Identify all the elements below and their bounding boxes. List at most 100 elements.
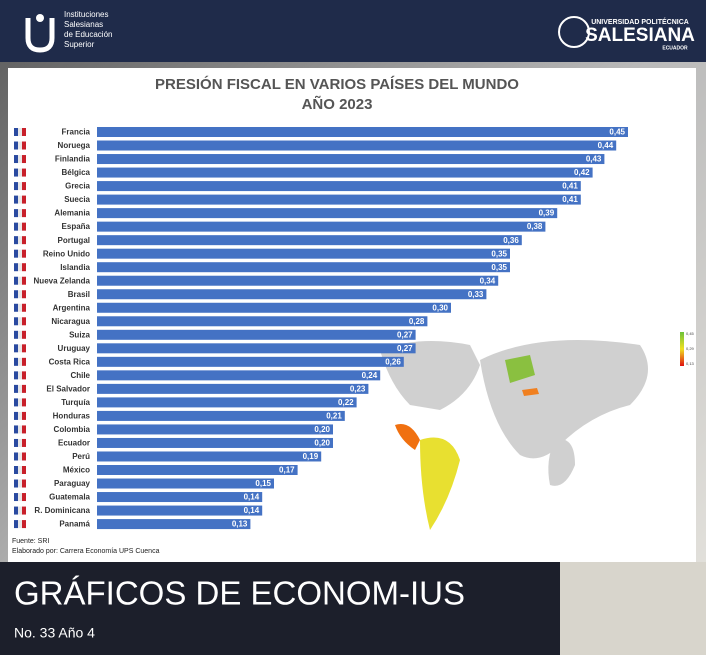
- value-label: 0,39: [539, 209, 555, 218]
- value-label: 0,30: [432, 303, 448, 312]
- flag: [14, 520, 26, 529]
- map-legend-label: 0,45: [686, 331, 695, 336]
- category-label: Suecia: [64, 195, 90, 204]
- value-label: 0,21: [326, 412, 342, 421]
- value-label: 0,33: [468, 290, 484, 299]
- flag: [14, 398, 26, 407]
- flag: [14, 141, 26, 150]
- flag: [14, 493, 26, 502]
- flag: [14, 168, 26, 177]
- flag: [14, 236, 26, 245]
- flag: [14, 479, 26, 488]
- category-label: Chile: [70, 371, 90, 380]
- bar: [97, 221, 546, 232]
- value-label: 0,35: [491, 249, 507, 258]
- category-label: España: [62, 222, 91, 231]
- flag: [14, 128, 26, 136]
- institution-line: Instituciones: [64, 10, 108, 19]
- value-label: 0,20: [314, 439, 330, 448]
- category-label: Guatemala: [49, 493, 90, 502]
- value-label: 0,14: [244, 506, 260, 515]
- category-label: Finlandia: [55, 155, 91, 164]
- bar: [97, 383, 369, 394]
- category-label: Nueva Zelanda: [34, 276, 91, 285]
- category-label: Reino Unido: [43, 249, 90, 258]
- value-label: 0,36: [503, 236, 519, 245]
- ups-seal: [558, 16, 590, 48]
- flag: [14, 263, 26, 272]
- bar: [97, 248, 510, 259]
- flag: [14, 466, 26, 474]
- flag: [14, 182, 26, 191]
- category-label: Islandia: [60, 263, 90, 272]
- category-label: Portugal: [58, 236, 90, 245]
- author: Elaborado por: Carrera Economía UPS Cuen…: [12, 548, 160, 555]
- category-label: Perú: [72, 452, 90, 461]
- map-legend-label: 0,29: [686, 346, 695, 351]
- bar: [97, 437, 333, 448]
- world-map: [380, 340, 648, 530]
- category-label: Honduras: [53, 412, 91, 421]
- value-label: 0,41: [562, 182, 578, 191]
- bar: [97, 397, 357, 408]
- flag: [14, 317, 26, 326]
- value-label: 0,41: [562, 195, 578, 204]
- newspaper-photo: [560, 562, 706, 655]
- bar: [97, 181, 581, 192]
- category-label: Paraguay: [54, 479, 91, 488]
- category-label: Bélgica: [62, 168, 91, 177]
- value-label: 0,38: [527, 222, 543, 231]
- category-label: Panamá: [59, 520, 90, 529]
- source: Fuente: SRI: [12, 538, 49, 545]
- flag: [14, 195, 26, 204]
- category-label: Turquía: [61, 398, 90, 407]
- bar: [97, 356, 404, 367]
- value-label: 0,20: [314, 425, 330, 434]
- category-label: R. Dominicana: [34, 506, 90, 515]
- value-label: 0,23: [350, 384, 366, 393]
- bar: [97, 289, 487, 300]
- flag: [14, 506, 26, 515]
- category-label: Uruguay: [58, 344, 91, 353]
- category-label: Grecia: [65, 182, 90, 191]
- bar: [97, 424, 333, 435]
- bar: [97, 194, 581, 205]
- value-label: 0,14: [244, 493, 260, 502]
- value-label: 0,22: [338, 398, 354, 407]
- bar: [97, 275, 499, 286]
- bar: [97, 208, 558, 219]
- bar: [97, 262, 510, 273]
- ies-logo: [25, 14, 55, 53]
- footer-title: GRÁFICOS DE ECONOM-IUS: [14, 575, 465, 612]
- institution-line: de Educación: [64, 30, 112, 39]
- value-label: 0,24: [362, 371, 378, 380]
- flag: [14, 371, 26, 380]
- flag: [14, 425, 26, 434]
- bar: [97, 478, 274, 489]
- category-label: Ecuador: [58, 439, 90, 448]
- bar: [97, 465, 298, 475]
- flag: [14, 303, 26, 312]
- bar: [97, 505, 263, 516]
- value-label: 0,28: [409, 317, 425, 326]
- flag: [14, 209, 26, 218]
- bar: [97, 127, 628, 137]
- value-label: 0,44: [598, 141, 614, 150]
- bar: [97, 154, 605, 165]
- map-legend-scale: [680, 332, 684, 366]
- value-label: 0,35: [491, 263, 507, 272]
- chart-subtitle: AÑO 2023: [302, 95, 373, 113]
- flag: [14, 330, 26, 339]
- category-label: Suiza: [69, 330, 90, 339]
- value-label: 0,27: [397, 330, 413, 339]
- bar: [97, 343, 416, 354]
- bar: [97, 316, 428, 327]
- category-label: Francia: [62, 128, 91, 137]
- flag: [14, 155, 26, 164]
- category-label: Argentina: [53, 303, 91, 312]
- flag: [14, 411, 26, 420]
- category-label: Noruega: [58, 141, 91, 150]
- flag: [14, 249, 26, 258]
- category-label: Brasil: [68, 290, 90, 299]
